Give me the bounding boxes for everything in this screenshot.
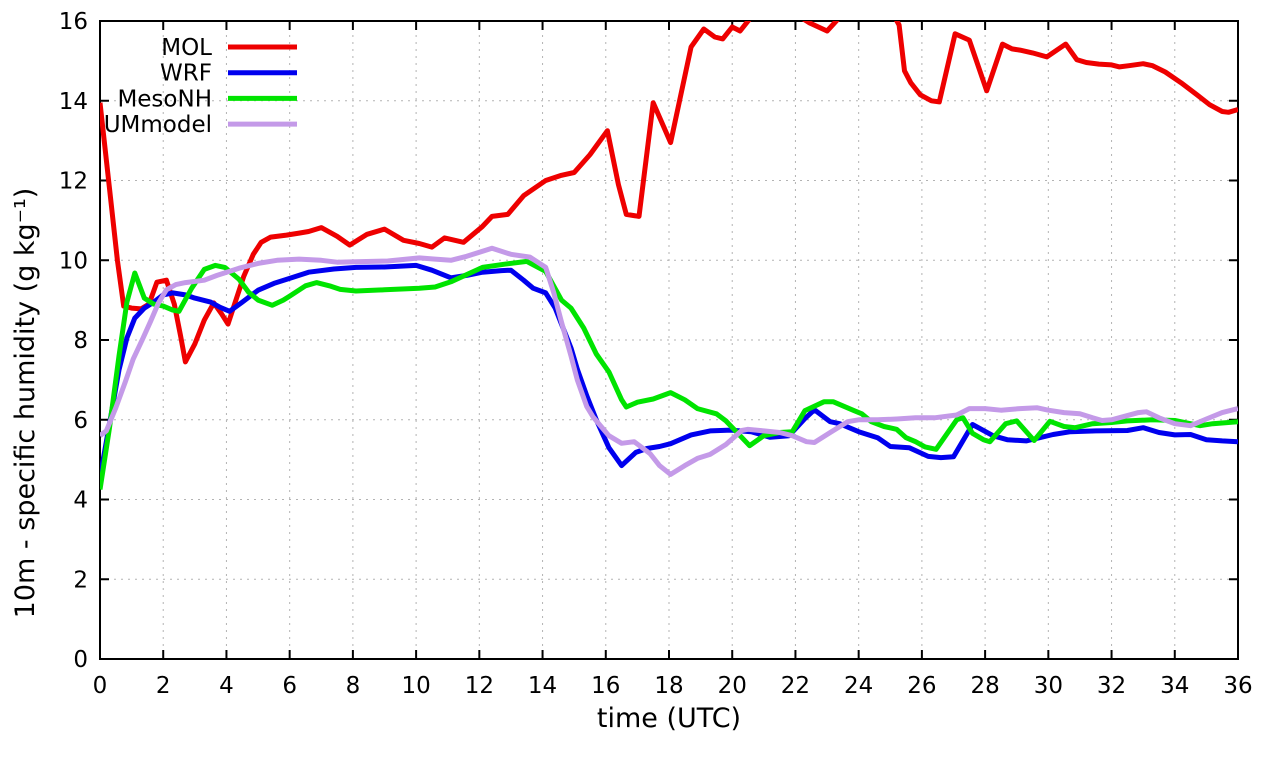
x-tick-label: 12 <box>465 673 494 699</box>
x-tick-label: 14 <box>528 673 557 699</box>
series-lines <box>100 21 1238 490</box>
y-tick-label: 6 <box>73 408 88 434</box>
y-tick-label: 2 <box>73 567 88 593</box>
y-tick-label: 12 <box>59 169 88 195</box>
x-tick-labels: 0 2 4 6 8 10 12 14 16 18 20 22 24 26 28 30 32 34 36 <box>93 673 1253 699</box>
x-tick-label: 36 <box>1223 673 1252 699</box>
y-tick-label: 8 <box>73 328 88 354</box>
y-tick-label: 0 <box>73 647 88 673</box>
x-tick-label: 30 <box>1034 673 1063 699</box>
x-tick-label: 18 <box>654 673 683 699</box>
y-axis-title: 10m - specific humidity (g kg⁻¹) <box>10 188 41 619</box>
legend-label-mol: MOL <box>161 35 212 61</box>
legend-label-wrf: WRF <box>160 61 212 87</box>
x-axis-title: time (UTC) <box>597 703 741 734</box>
y-tick-labels: 0 2 4 6 8 10 12 14 16 <box>59 9 88 673</box>
x-tick-label: 2 <box>156 673 171 699</box>
x-tick-label: 0 <box>93 673 108 699</box>
y-tick-label: 14 <box>59 89 88 115</box>
x-tick-label: 34 <box>1160 673 1189 699</box>
legend-label-ummodel: UMmodel <box>104 112 212 138</box>
x-tick-label: 24 <box>844 673 873 699</box>
legend-label-mesonh: MesoNH <box>117 86 212 112</box>
x-tick-label: 10 <box>401 673 430 699</box>
x-tick-label: 6 <box>282 673 297 699</box>
x-tick-label: 22 <box>781 673 810 699</box>
x-tick-label: 28 <box>970 673 999 699</box>
y-tick-label: 16 <box>59 9 88 35</box>
series-line-ummodel <box>100 245 1238 477</box>
series-line-mesonh <box>100 258 1238 490</box>
x-tick-label: 16 <box>591 673 620 699</box>
x-tick-label: 8 <box>346 673 361 699</box>
y-tick-label: 10 <box>59 248 88 274</box>
x-tick-label: 4 <box>219 673 234 699</box>
y-tick-label: 4 <box>73 488 88 514</box>
x-tick-label: 32 <box>1097 673 1126 699</box>
series-line-wrf <box>100 262 1238 479</box>
series-line-mol <box>100 21 1238 365</box>
plot-border <box>99 20 1239 660</box>
x-tick-label: 26 <box>907 673 936 699</box>
x-tick-label: 20 <box>718 673 747 699</box>
